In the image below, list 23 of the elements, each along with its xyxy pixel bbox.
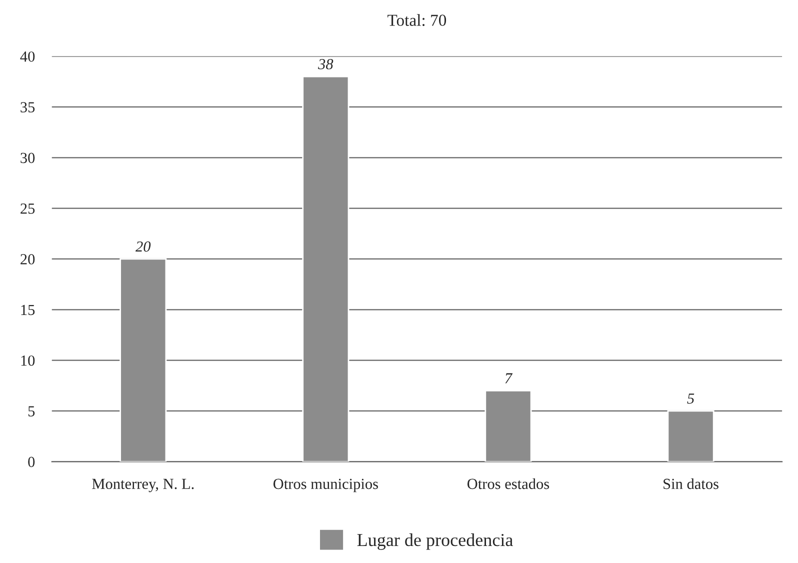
x-tick-label: Otros estados (467, 478, 550, 490)
legend-label: Lugar de procedencia (357, 533, 513, 550)
y-tick-label: 25 (20, 203, 35, 214)
y-tick-label: 15 (21, 304, 35, 316)
y-tick-label: 0 (28, 456, 35, 468)
y-tick-label: 35 (20, 102, 35, 112)
bar (120, 258, 167, 462)
y-tick-label: 5 (28, 406, 35, 416)
chart-title: Total: 70 (388, 14, 446, 26)
y-tick-label: 10 (21, 355, 35, 366)
data-label: 5 (687, 394, 694, 404)
data-label: 38 (318, 58, 334, 70)
bar (484, 390, 532, 462)
bar (667, 410, 714, 462)
bar (302, 76, 350, 462)
data-label: 7 (505, 373, 513, 384)
data-label: 20 (136, 241, 151, 252)
x-tick-label: Monterrey, N. L. (92, 478, 194, 492)
y-tick-label: 20 (20, 254, 35, 264)
y-tick-label: 30 (20, 152, 35, 164)
y-tick-label: 40 (20, 51, 35, 62)
x-tick-label: Otros municipios (273, 478, 378, 492)
x-tick-label: Sin datos (664, 478, 718, 490)
